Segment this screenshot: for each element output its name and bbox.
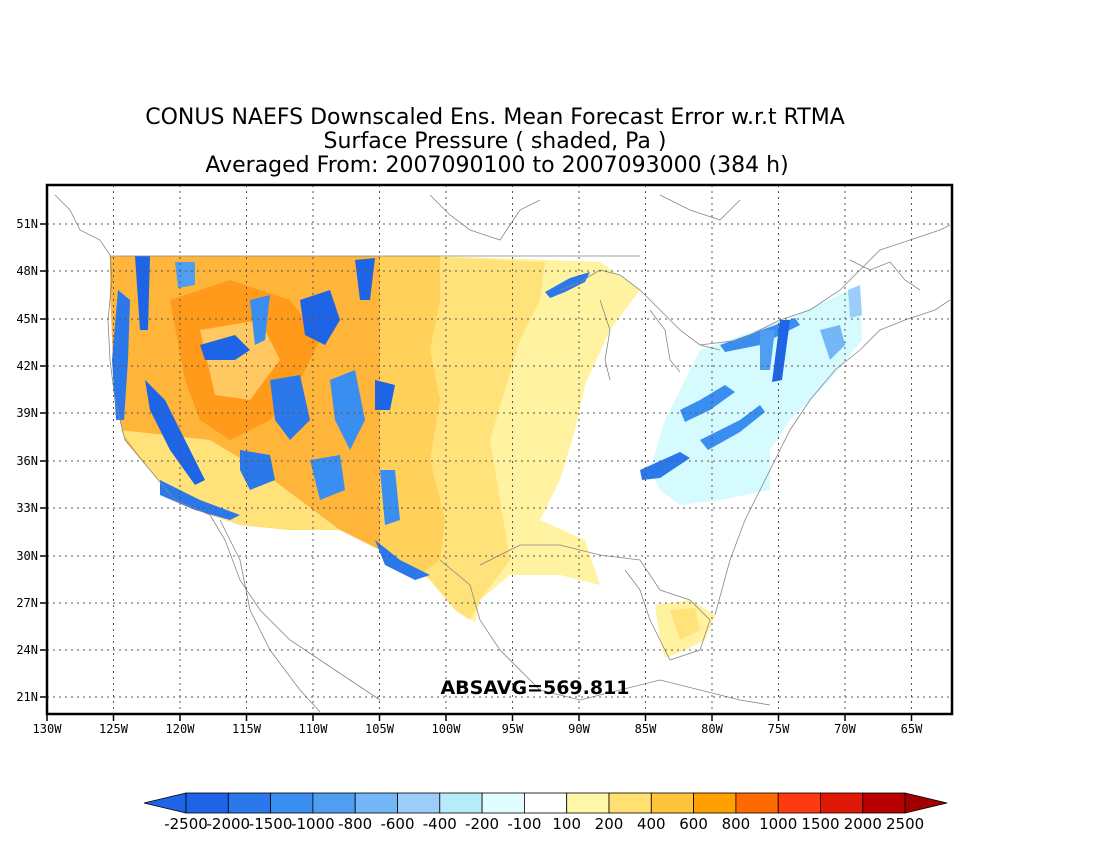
colorbar-label: -2000 <box>207 815 251 833</box>
pressure-error-field <box>110 256 862 658</box>
latitude-labels: 21N 24N 27N 30N 33N 36N 39N 42N 45N 48N … <box>16 217 47 704</box>
lat-label: 36N <box>16 454 38 468</box>
lon-label: 105W <box>365 722 395 736</box>
colorbar-swatch <box>777 792 821 814</box>
lon-label: 65W <box>901 722 923 736</box>
colorbar-label: 200 <box>595 815 624 833</box>
lon-label: 130W <box>33 722 63 736</box>
lon-label: 70W <box>834 722 856 736</box>
lon-label: 120W <box>166 722 196 736</box>
lat-label: 42N <box>16 359 38 373</box>
lon-label: 85W <box>635 722 657 736</box>
colorbar-swatch <box>185 792 229 814</box>
colorbar-label: -200 <box>465 815 499 833</box>
lon-label: 95W <box>502 722 524 736</box>
colorbar-swatch <box>481 792 525 814</box>
colorbar-label: -800 <box>338 815 372 833</box>
colorbar-label: 100 <box>552 815 581 833</box>
lat-label: 30N <box>16 549 38 563</box>
colorbar-label: -600 <box>380 815 414 833</box>
colorbar-over-triangle <box>904 792 948 814</box>
colorbar-label: 400 <box>637 815 666 833</box>
colorbar-label: 2500 <box>886 815 924 833</box>
lat-label: 27N <box>16 596 38 610</box>
lon-label: 100W <box>432 722 462 736</box>
colorbar-swatch <box>397 792 441 814</box>
lat-label: 51N <box>16 217 38 231</box>
colorbar-swatch <box>439 792 483 814</box>
colorbar-swatch <box>566 792 610 814</box>
lat-label: 45N <box>16 312 38 326</box>
map-frame <box>45 183 954 716</box>
map-plot-area: ABSAVG=569.811 <box>47 185 952 714</box>
colorbar-label: 2000 <box>844 815 882 833</box>
colorbar-label: 800 <box>722 815 751 833</box>
lon-label: 80W <box>701 722 723 736</box>
lon-label: 115W <box>232 722 262 736</box>
colorbar-swatch <box>354 792 398 814</box>
absavg-annotation: ABSAVG=569.811 <box>440 677 629 699</box>
colorbar-label: 600 <box>679 815 708 833</box>
colorbar: -2500-2000-1500-1000 -800 -600 -400 -200 -100… <box>143 792 948 833</box>
colorbar-swatch <box>270 792 314 814</box>
colorbar-label: -100 <box>507 815 541 833</box>
title-line-1: CONUS NAEFS Downscaled Ens. Mean Forecas… <box>145 105 845 130</box>
lon-label: 125W <box>99 722 129 736</box>
title-line-2: Surface Pressure ( shaded, Pa ) <box>324 129 667 154</box>
colorbar-label: -2500 <box>164 815 208 833</box>
colorbar-label: 1500 <box>801 815 839 833</box>
colorbar-swatch <box>608 792 652 814</box>
coastline-outlines <box>54 194 951 713</box>
colorbar-swatch <box>820 792 864 814</box>
lat-label: 24N <box>16 643 38 657</box>
lat-label: 33N <box>16 501 38 515</box>
colorbar-swatch <box>312 792 356 814</box>
colorbar-swatch <box>862 792 906 814</box>
colorbar-under-triangle <box>143 792 187 814</box>
lon-label: 75W <box>768 722 790 736</box>
lat-label: 21N <box>16 690 38 704</box>
colorbar-swatch <box>650 792 694 814</box>
lon-label: 90W <box>568 722 590 736</box>
colorbar-label: 1000 <box>759 815 797 833</box>
colorbar-swatch <box>227 792 272 814</box>
colorbar-swatch <box>735 792 779 814</box>
lat-label: 48N <box>16 264 38 278</box>
title-line-3: Averaged From: 2007090100 to 2007093000 … <box>205 153 788 178</box>
colorbar-label: -1000 <box>291 815 335 833</box>
colorbar-label: -1500 <box>249 815 293 833</box>
lon-label: 110W <box>299 722 329 736</box>
longitude-labels: 130W 125W 120W 115W 110W 105W 100W 95W 9… <box>33 714 923 736</box>
graticule <box>47 185 952 714</box>
colorbar-swatch <box>524 792 568 814</box>
lat-label: 39N <box>16 406 38 420</box>
colorbar-swatch <box>693 792 737 814</box>
colorbar-label: -400 <box>423 815 457 833</box>
